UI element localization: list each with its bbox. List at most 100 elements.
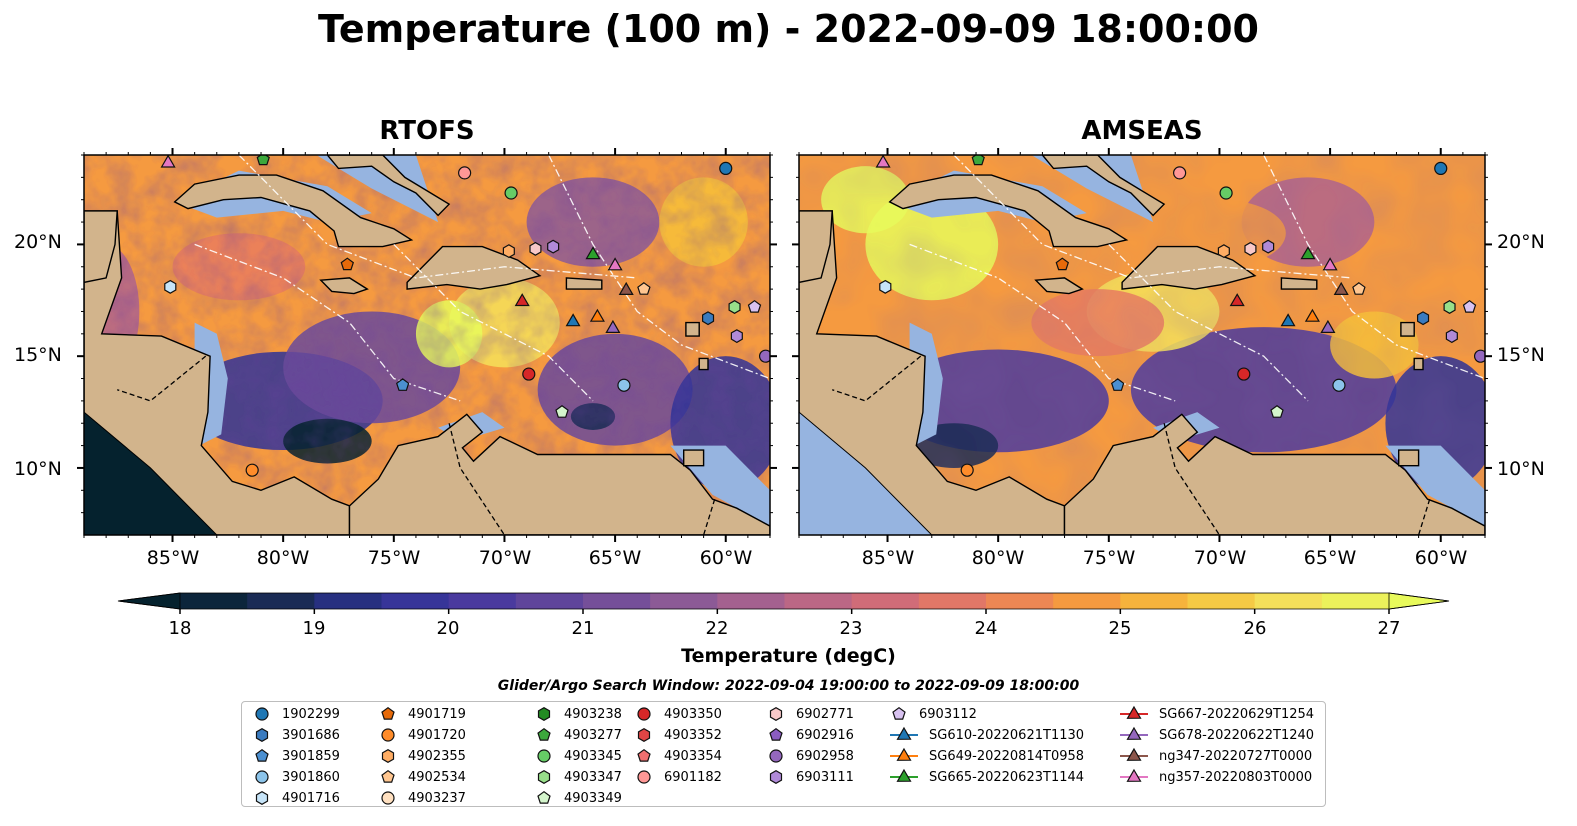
hexagon-marker-icon (255, 791, 269, 805)
obs-marker-3901860 (617, 378, 631, 392)
obs-marker-4903347 (1443, 300, 1456, 314)
legend-label: 4903238 (564, 706, 622, 722)
colorbar-bin (918, 593, 987, 609)
pacific-ocean (799, 411, 933, 535)
lat-tick-15: 15°N (14, 344, 62, 366)
legend-item: 4903352 (634, 725, 722, 745)
lon-tick-80: 80°W (256, 547, 310, 569)
land-hispaniola (1121, 245, 1257, 290)
legend-label: 4903352 (664, 727, 722, 743)
legend-item: 4903345 (534, 746, 622, 766)
colorbar-bin (851, 593, 920, 609)
cb-tick-19: 19 (302, 618, 326, 639)
land-guadeloupe (685, 321, 700, 337)
obs-marker-ng357-20220803T0000 (607, 257, 623, 271)
land-bahamas (326, 155, 451, 217)
map-figure (77, 148, 1492, 614)
obs-marker-1902299 (1434, 161, 1448, 176)
lon-tick-70: 70°W (478, 547, 532, 569)
legend-marker (896, 726, 912, 740)
legend-label: 3901859 (282, 748, 340, 764)
legend-label: 4902355 (408, 748, 466, 764)
obs-marker-SG678-20220622T1240 (1320, 319, 1336, 333)
pentagon-marker-icon (255, 748, 269, 762)
lon-tick-75: 75°W (367, 547, 421, 569)
legend-marker (381, 791, 395, 805)
legend-label: 4903350 (664, 706, 722, 722)
land-south-america (348, 413, 770, 535)
obs-marker-6903112 (1462, 299, 1477, 313)
obs-marker-6902771 (529, 241, 542, 256)
legend-item: 4902534 (378, 767, 466, 787)
circle-marker-icon (637, 707, 651, 721)
legend-label: SG678-20220622T1240 (1159, 727, 1315, 743)
legend-item: 3901859 (252, 746, 340, 766)
legend-label: 4903349 (564, 790, 622, 806)
obs-marker-4902534 (1352, 282, 1366, 295)
triangle-marker-icon (890, 768, 918, 782)
obs-marker-3901859 (395, 378, 410, 391)
obs-marker-4903349 (555, 405, 569, 418)
obs-marker-4903349 (1270, 405, 1284, 418)
circle-marker-icon (769, 749, 783, 763)
hexagon-marker-icon (537, 770, 551, 784)
map-frame (798, 154, 1486, 536)
obs-marker-4901720 (245, 463, 259, 477)
legend: 1902299 3901686 3901859 3901860 4901716 49017… (241, 701, 1326, 807)
legend-marker (637, 707, 651, 721)
colorbar-extend-low (117, 592, 181, 610)
obs-marker-4902355 (502, 244, 515, 259)
lon-tick-85-b: 85°W (861, 547, 915, 569)
legend-marker (255, 770, 269, 784)
colorbar-bin (1053, 593, 1121, 609)
map-frame (83, 154, 771, 536)
legend-marker (537, 707, 551, 721)
obs-marker-SG610-20220621T1130 (1280, 313, 1296, 327)
legend-marker (637, 728, 651, 742)
obs-marker-SG610-20220621T1130 (565, 313, 581, 327)
legend-label: SG649-20220814T0958 (929, 748, 1085, 764)
colorbar-bin (1187, 593, 1256, 609)
legend-label: 4903347 (564, 769, 622, 785)
colorbar-bin (1120, 593, 1188, 609)
cb-tick-21: 21 (571, 618, 595, 639)
land-cuba (173, 174, 414, 248)
colorbar-bin (314, 593, 382, 609)
colorbar-bin (1254, 593, 1323, 609)
lat-tick-10: 10°N (14, 458, 62, 480)
obs-marker-6901182 (458, 166, 472, 180)
legend-item: 4903347 (534, 767, 622, 787)
eez-boundary (393, 243, 594, 402)
pacific-ocean (84, 411, 218, 535)
circle-marker-icon (255, 707, 269, 721)
land-jamaica (1034, 277, 1084, 295)
legend-marker (381, 749, 395, 763)
land-puertorico (565, 277, 603, 290)
obs-marker-1902299 (719, 161, 733, 176)
legend-label: 4903237 (408, 790, 466, 806)
panel-title-amseas: AMSEAS (1081, 116, 1203, 146)
land-cuba (888, 174, 1129, 248)
colorbar (117, 592, 1450, 614)
colorbar-bin (583, 593, 651, 609)
colorbar-label: Temperature (degC) (681, 645, 896, 667)
obs-marker-3901859 (1110, 378, 1125, 391)
cb-tick-26: 26 (1243, 618, 1267, 639)
triangle-marker-icon (1120, 747, 1148, 761)
legend-label: 6903111 (796, 769, 854, 785)
panel-title-rtofs: RTOFS (379, 116, 475, 146)
obs-marker-6903111 (1262, 239, 1275, 254)
obs-marker-ng357-20220803T0000 (875, 155, 891, 168)
land-trinidad (1398, 449, 1420, 467)
legend-label: 3901860 (282, 769, 340, 785)
legend-item: 4901716 (252, 788, 340, 808)
legend-item: 3901860 (252, 767, 340, 787)
legend-item: 6902771 (766, 704, 854, 724)
obs-marker-4903350 (522, 367, 536, 381)
legend-item: ng357-20220803T0000 (1119, 767, 1312, 787)
legend-item: SG665-20220623T1144 (889, 767, 1084, 787)
lon-tick-70-b: 70°W (1193, 547, 1247, 569)
legend-item: 4901720 (378, 725, 466, 745)
legend-item: 4903277 (534, 725, 622, 745)
obs-marker-SG667-20220629T1254 (1229, 293, 1245, 307)
